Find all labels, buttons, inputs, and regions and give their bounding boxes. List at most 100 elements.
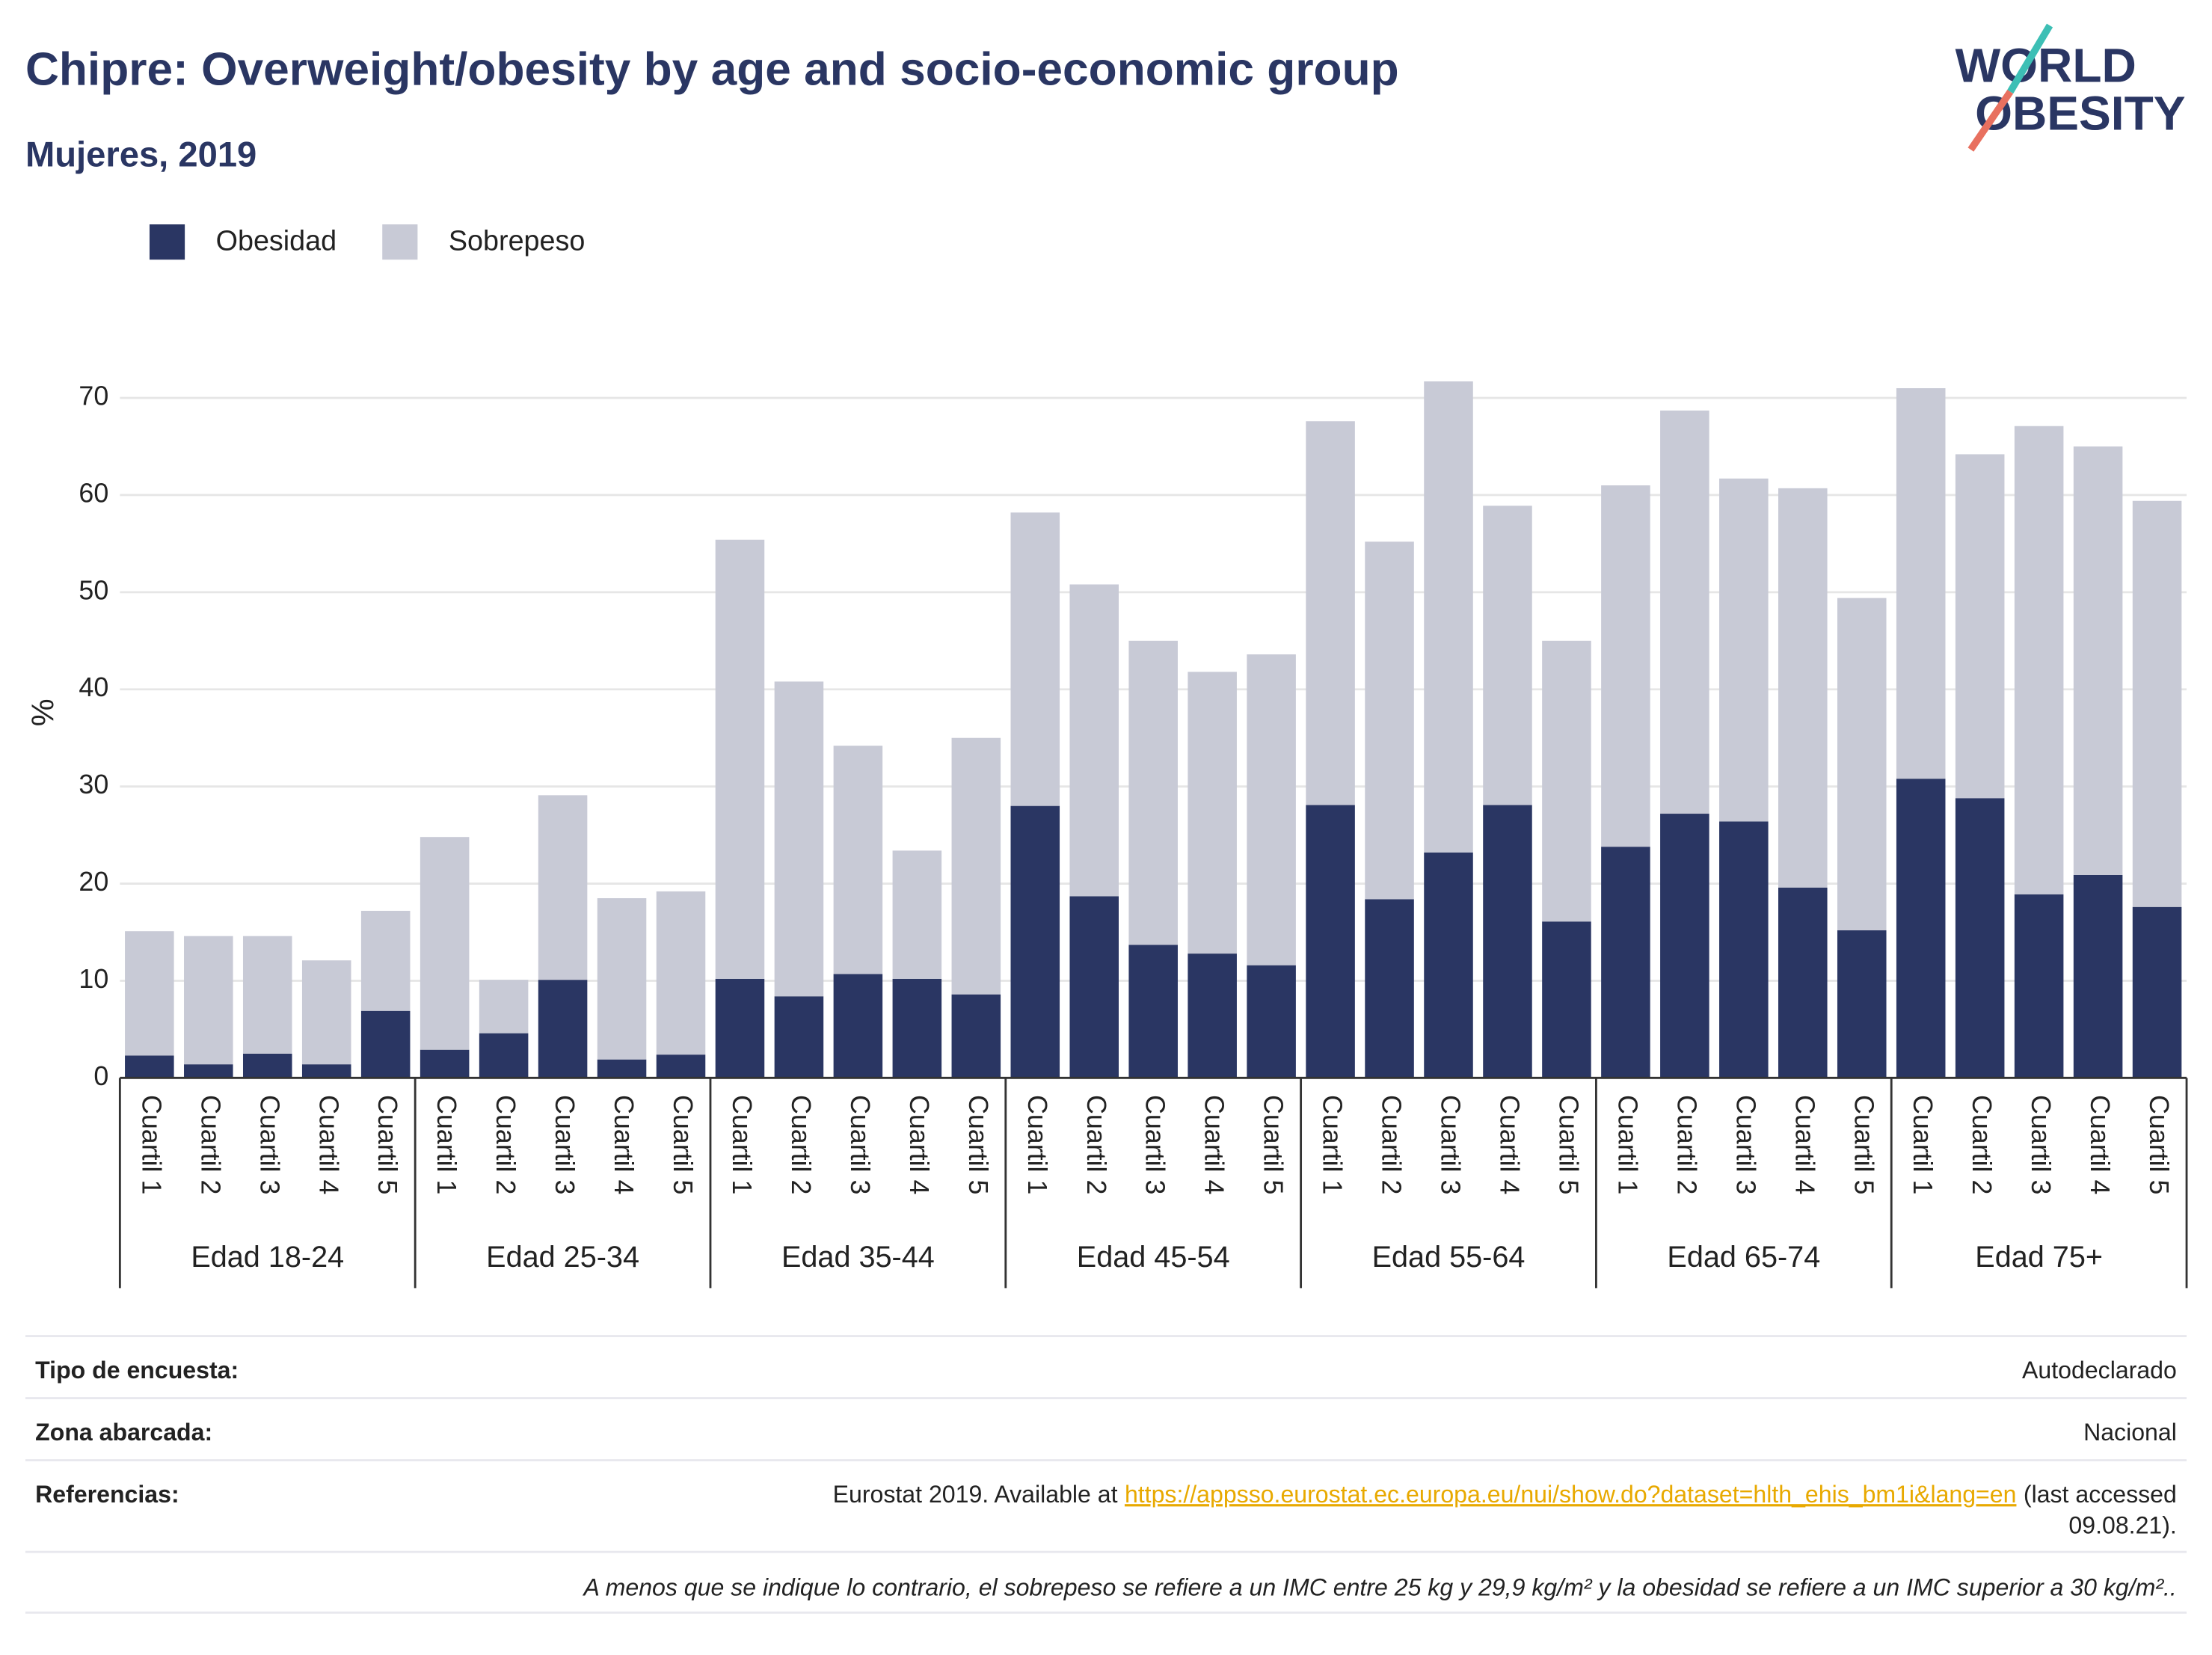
x-tick-label: Cuartil 5 [668, 1095, 698, 1194]
x-tick-label: Cuartil 3 [1436, 1095, 1466, 1194]
x-tick-label: Cuartil 3 [845, 1095, 875, 1194]
legend-label: Obesidad [216, 225, 337, 257]
group-label: Edad 55-64 [1372, 1241, 1526, 1274]
bar-segment [1188, 672, 1237, 954]
y-tick-label: 30 [79, 770, 108, 799]
legend-swatch [382, 224, 418, 260]
footer-label: Referencias: [35, 1481, 179, 1508]
bar-segment [833, 974, 883, 1078]
legend-label: Sobrepeso [449, 225, 585, 257]
y-tick-label: 20 [79, 867, 108, 897]
bar-segment [715, 539, 765, 979]
bar-segment [1719, 821, 1769, 1078]
bar-segment [892, 978, 942, 1078]
y-tick-label: 40 [79, 672, 108, 702]
footer-value: Nacional [2083, 1419, 2177, 1446]
bar-segment [360, 910, 411, 1011]
bar-segment [656, 891, 706, 1055]
reference-text: (last accessed [2024, 1481, 2177, 1508]
logo-text: WORLD [1956, 38, 2136, 92]
bar-segment [125, 931, 174, 1056]
bar-segment [301, 1064, 351, 1078]
bar-segment [1306, 421, 1355, 805]
x-tick-label: Cuartil 1 [1612, 1095, 1642, 1194]
legend-swatch [149, 224, 185, 260]
x-tick-label: Cuartil 2 [195, 1095, 225, 1194]
footer-label: Tipo de encuesta: [35, 1357, 239, 1384]
bar-segment [597, 1059, 647, 1078]
x-tick-label: Cuartil 2 [1967, 1095, 1997, 1194]
x-tick-label: Cuartil 4 [1199, 1095, 1229, 1194]
x-tick-label: Cuartil 4 [1789, 1095, 1819, 1194]
x-tick-label: Cuartil 2 [491, 1095, 520, 1194]
reference-link[interactable]: https://appsso.eurostat.ec.europa.eu/nui… [1125, 1481, 2017, 1508]
bar-segment [420, 837, 470, 1050]
bar-segment [242, 936, 292, 1054]
x-tick-label: Cuartil 1 [1908, 1095, 1938, 1194]
group-label: Edad 18-24 [191, 1241, 344, 1274]
x-tick-label: Cuartil 1 [136, 1095, 166, 1194]
x-tick-label: Cuartil 3 [254, 1095, 284, 1194]
bar-segment [479, 1033, 529, 1078]
x-tick-label: Cuartil 5 [1553, 1095, 1583, 1194]
bar-segment [1778, 488, 1828, 888]
x-tick-label: Cuartil 2 [1671, 1095, 1701, 1194]
bar-segment [1365, 899, 1414, 1078]
x-tick-label: Cuartil 5 [372, 1095, 402, 1194]
bar-segment [1601, 847, 1650, 1078]
y-axis-label: % [25, 698, 60, 726]
reference-text: 09.08.21). [2068, 1512, 2176, 1539]
bar-segment [1069, 896, 1119, 1078]
bar-segment [1424, 381, 1473, 853]
bar-segment [656, 1054, 706, 1078]
x-tick-label: Cuartil 1 [431, 1095, 461, 1194]
bar-segment [1660, 410, 1709, 814]
bar-segment [1010, 805, 1060, 1078]
x-tick-label: Cuartil 1 [1318, 1095, 1348, 1194]
x-tick-label: Cuartil 3 [550, 1095, 580, 1194]
x-tick-label: Cuartil 3 [1730, 1095, 1760, 1194]
group-label: Edad 75+ [1975, 1241, 2103, 1274]
reference-text: Eurostat 2019. Available at [833, 1481, 1118, 1508]
bar-segment [301, 960, 351, 1065]
bar-segment [184, 936, 233, 1065]
y-tick-label: 10 [79, 964, 108, 994]
footer-note: A menos que se indique lo contrario, el … [583, 1574, 2177, 1601]
bar-segment [125, 1055, 174, 1078]
x-tick-label: Cuartil 4 [609, 1095, 639, 1194]
bar-segment [951, 994, 1001, 1078]
bar-segment [1247, 965, 1296, 1078]
group-label: Edad 45-54 [1077, 1241, 1230, 1274]
x-tick-label: Cuartil 4 [1495, 1095, 1525, 1194]
bar-segment [2073, 446, 2123, 875]
x-tick-label: Cuartil 5 [1259, 1095, 1288, 1194]
bar-segment [1069, 584, 1119, 897]
bar-segment [1188, 954, 1237, 1078]
bar-segment [1896, 779, 1946, 1078]
x-tick-label: Cuartil 3 [1140, 1095, 1170, 1194]
bar-segment [951, 737, 1001, 995]
bar-segment [2132, 906, 2182, 1078]
group-label: Edad 65-74 [1667, 1241, 1820, 1274]
x-tick-label: Cuartil 3 [2026, 1095, 2056, 1194]
bar-segment [2014, 426, 2064, 894]
bar-segment [715, 978, 765, 1078]
bar-segment [892, 850, 942, 979]
bar-segment [538, 795, 588, 980]
bar-segment [1424, 852, 1473, 1078]
bar-segment [597, 898, 647, 1060]
y-tick-label: 50 [79, 575, 108, 605]
x-tick-label: Cuartil 2 [786, 1095, 816, 1194]
bar-segment [360, 1010, 411, 1078]
bar-segment [1660, 814, 1709, 1078]
bar-segment [1601, 485, 1650, 847]
x-tick-label: Cuartil 1 [1022, 1095, 1052, 1194]
bar-segment [2073, 874, 2123, 1078]
bar-segment [1955, 798, 2005, 1078]
bar-segment [1837, 598, 1887, 930]
bar-segment [774, 681, 824, 997]
bar-segment [1365, 541, 1414, 900]
group-label: Edad 35-44 [781, 1241, 935, 1274]
